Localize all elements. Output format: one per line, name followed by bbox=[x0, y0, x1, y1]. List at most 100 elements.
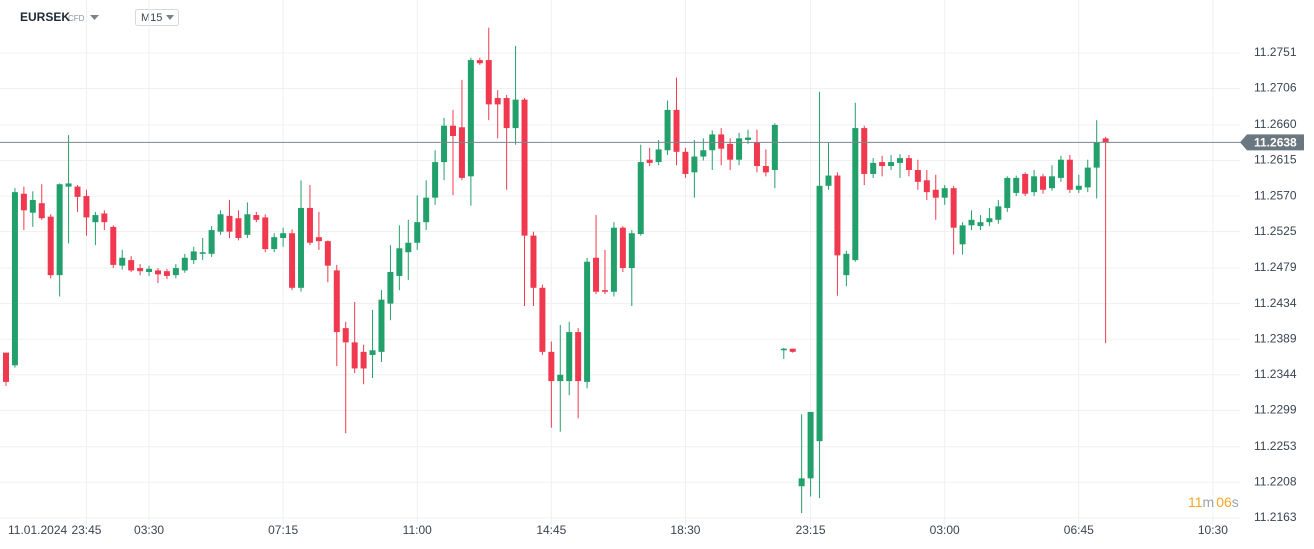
current-price-label: 11.2638 bbox=[1254, 135, 1297, 149]
y-tick-label: 11.2344 bbox=[1254, 367, 1297, 381]
candle bbox=[181, 253, 188, 273]
candle-body bbox=[1066, 159, 1073, 190]
candle bbox=[3, 352, 9, 386]
candle bbox=[646, 147, 653, 167]
candle bbox=[852, 102, 859, 262]
candle bbox=[1004, 176, 1011, 212]
candle-body bbox=[163, 271, 170, 276]
candle bbox=[467, 57, 474, 206]
candle bbox=[789, 348, 796, 353]
candle bbox=[396, 225, 403, 291]
candle bbox=[262, 214, 269, 253]
candle bbox=[1013, 175, 1020, 197]
candle bbox=[137, 264, 144, 276]
candle bbox=[119, 249, 126, 270]
candle-body bbox=[566, 332, 573, 382]
y-tick-label: 11.2615 bbox=[1254, 153, 1297, 167]
candle-body bbox=[494, 98, 501, 105]
candle bbox=[521, 98, 528, 306]
candle-body bbox=[914, 169, 921, 182]
timeframe-box[interactable] bbox=[135, 9, 179, 26]
candle-body bbox=[923, 180, 930, 193]
candle bbox=[128, 256, 135, 272]
candle-body bbox=[378, 299, 385, 352]
candle-body bbox=[271, 237, 278, 250]
candle bbox=[727, 138, 734, 170]
candle bbox=[172, 264, 179, 279]
candle-body bbox=[691, 156, 698, 173]
candle bbox=[333, 264, 340, 367]
candle bbox=[593, 215, 600, 295]
candle bbox=[736, 132, 743, 166]
candle-body bbox=[315, 237, 322, 242]
candle bbox=[834, 172, 841, 296]
candle-body bbox=[324, 241, 331, 266]
candle-body bbox=[432, 162, 439, 198]
candle-body bbox=[208, 230, 215, 254]
candle-body bbox=[986, 218, 993, 223]
countdown-minutes: 11 bbox=[1188, 494, 1203, 510]
timeframe-dropdown[interactable] bbox=[166, 15, 174, 20]
candle-body bbox=[995, 206, 1002, 220]
x-tick-label: 06:45 bbox=[1064, 523, 1094, 537]
candle bbox=[423, 180, 430, 231]
y-tick-label: 11.2208 bbox=[1254, 474, 1297, 488]
candle bbox=[253, 211, 260, 223]
candle-body bbox=[333, 270, 340, 333]
candle bbox=[101, 210, 108, 231]
y-tick-label: 11.2570 bbox=[1254, 188, 1297, 202]
candle bbox=[360, 344, 367, 385]
candle bbox=[601, 249, 608, 295]
candle-body bbox=[637, 162, 644, 235]
candle-body bbox=[146, 268, 153, 272]
candle-body bbox=[727, 143, 734, 160]
symbol[interactable]: EURSEK bbox=[20, 10, 70, 24]
candle-body bbox=[181, 257, 188, 271]
candle-body bbox=[154, 270, 161, 275]
candle-body bbox=[360, 351, 367, 369]
candle-body bbox=[977, 222, 984, 227]
candle-body bbox=[1048, 176, 1055, 189]
candle-body bbox=[217, 214, 224, 232]
y-tick-label: 11.2299 bbox=[1254, 403, 1297, 417]
candle-body bbox=[199, 252, 206, 254]
candle-body bbox=[807, 411, 814, 479]
candle bbox=[378, 290, 385, 363]
candle bbox=[914, 159, 921, 190]
candle-body bbox=[628, 233, 635, 269]
candle-body bbox=[1093, 142, 1100, 168]
candle-body bbox=[83, 196, 90, 218]
candle-body bbox=[897, 158, 903, 163]
candle-body bbox=[700, 150, 707, 157]
header: EURSEK CFD M15 bbox=[20, 9, 179, 26]
candle bbox=[628, 230, 635, 306]
candle bbox=[1075, 174, 1082, 193]
candle-body bbox=[834, 175, 841, 256]
candle-body bbox=[29, 200, 36, 213]
candle-body bbox=[1022, 173, 1029, 194]
candle-body bbox=[557, 374, 564, 382]
candle-body bbox=[342, 328, 349, 343]
y-tick-label: 11.2660 bbox=[1254, 117, 1297, 131]
symbol-dropdown[interactable] bbox=[90, 15, 99, 20]
candle bbox=[190, 246, 197, 265]
y-tick-label: 11.2751 bbox=[1254, 45, 1297, 59]
candle bbox=[762, 149, 769, 177]
candle-body bbox=[405, 242, 412, 253]
candle-body bbox=[1031, 176, 1038, 193]
candle bbox=[718, 128, 725, 166]
candle bbox=[217, 210, 224, 235]
current-price-tag bbox=[1240, 134, 1304, 151]
timeframe[interactable]: M15 bbox=[141, 12, 162, 24]
candle-body bbox=[450, 125, 456, 136]
candle bbox=[673, 77, 680, 166]
x-tick-label: 18:30 bbox=[670, 523, 700, 537]
candle-body bbox=[548, 351, 555, 382]
candle bbox=[780, 347, 787, 359]
candle bbox=[441, 117, 448, 181]
candle bbox=[289, 229, 296, 291]
candle bbox=[977, 215, 984, 231]
countdown: 11m 06s bbox=[1188, 494, 1239, 510]
candle bbox=[11, 188, 18, 368]
candle-body bbox=[530, 235, 537, 288]
